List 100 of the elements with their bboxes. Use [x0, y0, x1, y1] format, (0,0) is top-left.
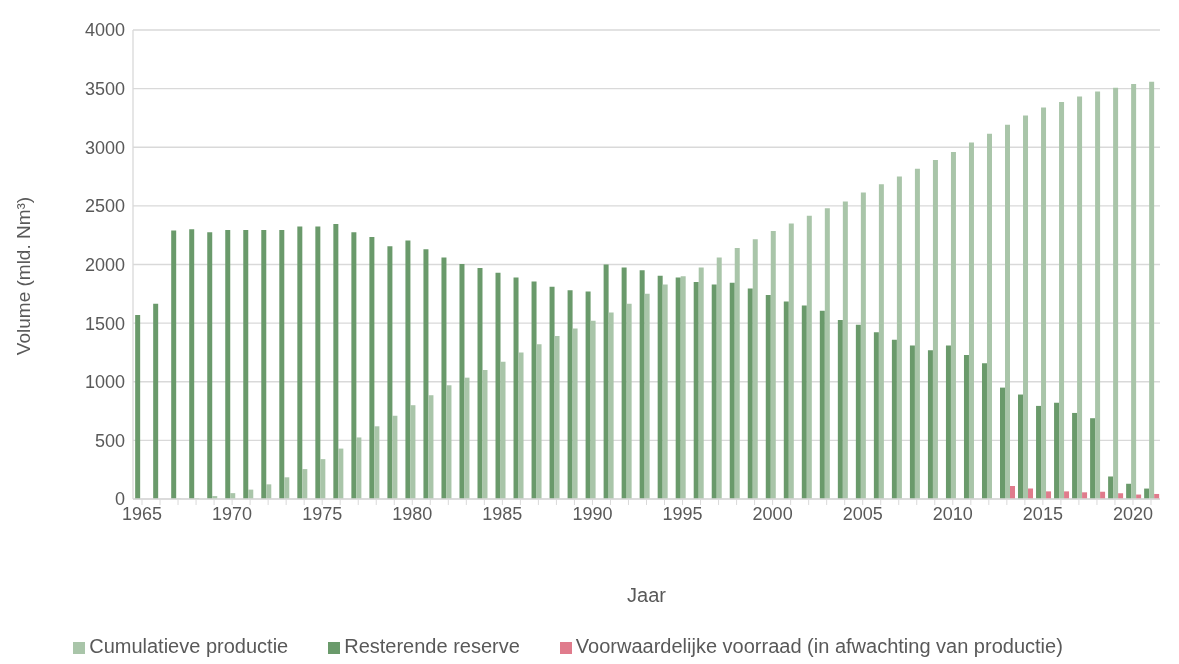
bar [986, 133, 992, 499]
x-tick-label: 1975 [302, 503, 343, 524]
bar [932, 159, 938, 499]
bar [1046, 491, 1052, 499]
bar [963, 354, 969, 499]
bar [590, 320, 596, 499]
bar [1072, 412, 1078, 499]
bar [243, 229, 249, 499]
bar [603, 264, 609, 499]
bar [698, 267, 704, 499]
x-tick-label: 1970 [212, 503, 253, 524]
bar [585, 291, 591, 499]
bar [621, 267, 627, 499]
bar [423, 249, 429, 499]
bar [500, 361, 506, 499]
bar [459, 263, 465, 499]
bar [950, 152, 956, 499]
bar [302, 469, 308, 499]
bar [1064, 491, 1070, 499]
bar [572, 328, 578, 499]
bar [405, 240, 411, 499]
bar [927, 350, 933, 499]
x-tick-label: 2005 [842, 503, 883, 524]
bar [410, 405, 416, 499]
y-tick-label: 3500 [84, 79, 125, 100]
bar [1036, 405, 1042, 499]
bar [860, 192, 866, 499]
y-tick-label: 0 [114, 489, 125, 510]
bar [1149, 81, 1155, 499]
bar [1108, 476, 1114, 499]
bar [945, 345, 951, 499]
bar [369, 236, 375, 499]
bar [1023, 115, 1029, 499]
bar [513, 277, 519, 499]
bar [549, 286, 555, 499]
bar [284, 477, 290, 499]
bar [356, 437, 362, 499]
bar [675, 277, 681, 499]
bar [441, 257, 447, 499]
x-tick-label: 2000 [752, 503, 793, 524]
bar [693, 282, 699, 499]
bar [279, 229, 285, 499]
bar [729, 282, 735, 499]
bar [351, 232, 357, 499]
bar [1010, 485, 1015, 499]
bar [428, 395, 434, 499]
bar [153, 303, 159, 499]
bar [788, 223, 794, 499]
bar [842, 201, 848, 499]
bar [1095, 91, 1101, 499]
bar [891, 339, 897, 499]
bar [1018, 394, 1024, 499]
x-tick-label: 2020 [1112, 503, 1153, 524]
bar [716, 257, 722, 499]
bar [855, 324, 861, 499]
x-tick-label: 1995 [662, 503, 703, 524]
bar [338, 448, 344, 499]
bar [266, 484, 272, 499]
y-tick-label: 1000 [84, 372, 125, 393]
y-tick-label: 2000 [84, 254, 125, 275]
bar [464, 377, 470, 499]
bar [261, 229, 267, 499]
bar [819, 310, 825, 499]
bar [333, 224, 339, 499]
bar [765, 294, 771, 499]
x-tick-label: 1990 [572, 503, 613, 524]
bar [968, 142, 974, 499]
y-tick-label: 4000 [84, 20, 125, 41]
bar [662, 284, 668, 499]
bar [225, 229, 231, 499]
x-tick-label: 1980 [392, 503, 433, 524]
bar [531, 281, 537, 499]
bar [1077, 96, 1083, 499]
y-tick-label: 3000 [84, 137, 125, 158]
bar [752, 239, 758, 499]
y-tick-label: 500 [94, 430, 125, 451]
bar [477, 268, 483, 499]
bar [626, 303, 632, 499]
bar [374, 426, 380, 499]
bar [189, 229, 195, 499]
x-axis-title: Jaar [627, 584, 667, 606]
bar [783, 301, 789, 499]
bar [981, 363, 987, 499]
bar [657, 275, 663, 499]
bar [567, 290, 573, 499]
bar [734, 248, 740, 499]
x-tick-label: 2010 [932, 503, 973, 524]
legend-label: Cumulatieve productie [89, 635, 289, 657]
bar [1131, 83, 1137, 499]
bar [518, 352, 524, 499]
x-tick-label: 1985 [482, 503, 523, 524]
bar [297, 226, 303, 499]
bar [896, 176, 902, 499]
bar [747, 288, 753, 499]
bar [1005, 124, 1010, 499]
bar [482, 370, 488, 499]
bar [1059, 101, 1065, 499]
bar [909, 345, 915, 499]
bar [392, 415, 398, 499]
bar [639, 270, 645, 499]
